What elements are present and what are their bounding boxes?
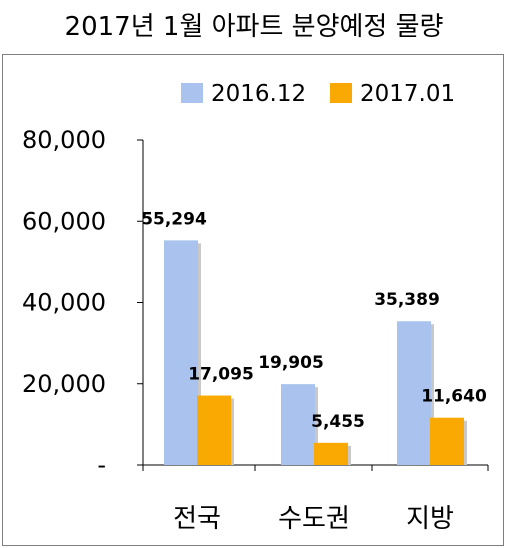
legend-label: 2016.12 — [211, 81, 306, 107]
y-tick-label: - — [97, 451, 106, 479]
bar — [197, 395, 231, 465]
axes: - 20,000 40,000 60,000 80,000 전국 수도권 지방 — [22, 126, 489, 534]
data-label: 11,640 — [421, 387, 487, 407]
bars — [164, 240, 467, 465]
data-label: 17,095 — [188, 365, 254, 385]
x-category-label: 지방 — [406, 504, 454, 534]
y-tick-label: 80,000 — [22, 126, 106, 154]
bar — [314, 442, 348, 465]
data-label: 35,389 — [374, 290, 440, 310]
y-tick-label: 20,000 — [22, 370, 106, 398]
bar — [430, 417, 464, 465]
x-category-label: 전국 — [173, 504, 221, 534]
x-category-label: 수도권 — [278, 504, 350, 534]
y-tick-label: 60,000 — [22, 207, 106, 235]
chart-title: 2017년 1월 아파트 분양예정 물량 — [64, 12, 444, 42]
bar — [164, 240, 198, 465]
bar — [397, 321, 431, 465]
data-labels: 55,294 19,905 35,389 17,095 5,455 11,640 — [141, 209, 487, 431]
legend-swatch — [330, 83, 352, 103]
bar — [281, 384, 315, 465]
y-tick-label: 40,000 — [22, 289, 106, 317]
legend-swatch — [181, 83, 203, 103]
data-label: 19,905 — [258, 353, 324, 373]
data-label: 5,455 — [311, 412, 365, 432]
legend: 2016.12 2017.01 — [181, 81, 455, 107]
data-label: 55,294 — [141, 209, 207, 229]
legend-label: 2017.01 — [360, 81, 455, 107]
